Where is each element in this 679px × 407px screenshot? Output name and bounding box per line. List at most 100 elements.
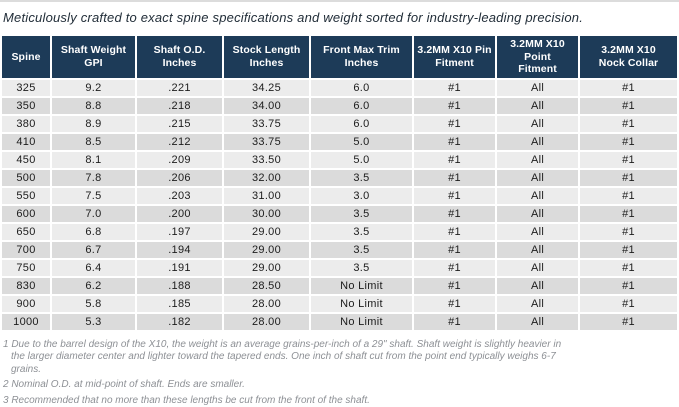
spec-cell: All (497, 133, 578, 150)
spec-cell: 6.4 (52, 259, 135, 276)
spec-cell: #1 (414, 223, 495, 240)
spec-cell: #1 (414, 133, 495, 150)
spec-cell: .185 (137, 295, 222, 312)
table-row: 450 8.1.209 33.50 5.0 #1 All #1 (2, 151, 677, 168)
footnote-3: 3 Recommended that no more than these le… (3, 394, 370, 406)
spec-cell: 6.0 (311, 97, 412, 114)
spec-cell: #1 (414, 151, 495, 168)
spine-cell: 380 (2, 115, 50, 132)
spec-cell: 31.00 (224, 187, 309, 204)
spec-cell: .200 (137, 205, 222, 222)
spec-cell: 6.8 (52, 223, 135, 240)
spec-cell: #1 (414, 79, 495, 96)
spec-cell: #1 (414, 259, 495, 276)
spine-cell: 350 (2, 97, 50, 114)
spine-cell: 410 (2, 133, 50, 150)
spec-cell: All (497, 241, 578, 258)
spec-cell: #1 (580, 97, 677, 114)
spec-cell: .182 (137, 313, 222, 330)
spec-cell: All (497, 277, 578, 294)
spine-cell: 830 (2, 277, 50, 294)
spec-table-body: 325 9.2.221 34.25 6.0 #1 All #1 350 8.8.218 34.00… (2, 79, 677, 330)
spec-cell: No Limit (311, 295, 412, 312)
col-header-label: Fitment (518, 63, 557, 75)
spec-cell: #1 (414, 241, 495, 258)
col-header-label: 3.2MM X10 Pin (417, 44, 492, 57)
table-row: 830 6.2.188 28.50 No Limit #1 All #1 (2, 277, 677, 294)
spec-cell: #1 (414, 313, 495, 330)
spec-cell: 5.0 (311, 151, 412, 168)
spec-cell: 33.50 (224, 151, 309, 168)
footnotes: 1 Due to the barrel design of the X10, t… (3, 339, 565, 407)
col-header-front-max-trim: Front Max Trim Inches (311, 36, 412, 78)
spec-cell: All (497, 97, 578, 114)
spec-cell: All (497, 313, 578, 330)
spec-cell: 34.00 (224, 97, 309, 114)
spec-cell: 9.2 (52, 79, 135, 96)
header-row: Spine Shaft Weight GPI Shaft O.D. Inches… (2, 36, 677, 78)
table-row: 600 7.0.200 30.00 3.5 #1 All #1 (2, 205, 677, 222)
table-row: 1000 5.3.182 28.00 No Limit #1 All #1 (2, 313, 677, 330)
spec-cell: .218 (137, 97, 222, 114)
spec-cell: 5.8 (52, 295, 135, 312)
spec-cell: .194 (137, 241, 222, 258)
col-header-stock-length: Stock Length Inches (224, 36, 309, 78)
spec-table-header: Spine Shaft Weight GPI Shaft O.D. Inches… (2, 36, 677, 78)
spec-cell: 3.5 (311, 241, 412, 258)
spec-cell: .188 (137, 277, 222, 294)
spec-table: Spine Shaft Weight GPI Shaft O.D. Inches… (0, 34, 679, 332)
col-header-shaft-weight: Shaft Weight GPI (52, 36, 135, 78)
spec-cell: #1 (580, 313, 677, 330)
spec-cell: All (497, 259, 578, 276)
col-header-label: Front Max Trim (323, 44, 400, 57)
spec-cell: All (497, 115, 578, 132)
spec-cell: 3.0 (311, 187, 412, 204)
table-row: 700 6.7.194 29.00 3.5 #1 All #1 (2, 241, 677, 258)
spec-cell: .191 (137, 259, 222, 276)
col-header-label: Shaft Weight (60, 44, 127, 57)
spec-cell: #1 (580, 205, 677, 222)
spec-cell: 29.00 (224, 259, 309, 276)
table-row: 410 8.5.212 33.75 5.0 #1 All #1 (2, 133, 677, 150)
col-header-nock-collar: 3.2MM X10 Nock Collar (580, 36, 677, 78)
table-row: 380 8.9.215 33.75 6.0 #1 All #1 (2, 115, 677, 132)
spec-cell: #1 (414, 205, 495, 222)
spec-cell: .221 (137, 79, 222, 96)
col-header-label: Fitment (435, 56, 474, 69)
col-header-label: Nock Collar (598, 56, 659, 69)
spec-cell: All (497, 205, 578, 222)
table-row: 550 7.5.203 31.00 3.0 #1 All #1 (2, 187, 677, 204)
col-header-label: 3.2MM X10 Point (510, 38, 565, 63)
spec-cell: #1 (580, 187, 677, 204)
spine-cell: 450 (2, 151, 50, 168)
spec-cell: 28.00 (224, 295, 309, 312)
col-header-label: 3.2MM X10 (601, 44, 656, 57)
col-header-label: Inches (344, 56, 379, 69)
spec-cell: #1 (580, 295, 677, 312)
spec-cell: 30.00 (224, 205, 309, 222)
spec-cell: All (497, 223, 578, 240)
col-header-label: Inches (162, 56, 197, 69)
spec-cell: No Limit (311, 277, 412, 294)
tagline: Meticulously crafted to exact spine spec… (3, 10, 584, 25)
spec-cell: 28.00 (224, 313, 309, 330)
table-row: 325 9.2.221 34.25 6.0 #1 All #1 (2, 79, 677, 96)
table-row: 350 8.8.218 34.00 6.0 #1 All #1 (2, 97, 677, 114)
spine-cell: 900 (2, 295, 50, 312)
spec-cell: 8.8 (52, 97, 135, 114)
spec-cell: 33.75 (224, 133, 309, 150)
spec-cell: 34.25 (224, 79, 309, 96)
spine-cell: 600 (2, 205, 50, 222)
spec-cell: #1 (414, 115, 495, 132)
col-header-label: Shaft O.D. (153, 44, 206, 57)
spec-cell: 7.8 (52, 169, 135, 186)
spec-cell: #1 (580, 133, 677, 150)
spec-cell: #1 (414, 97, 495, 114)
spine-cell: 650 (2, 223, 50, 240)
spec-cell: #1 (414, 295, 495, 312)
spec-cell: All (497, 295, 578, 312)
col-header-point-fitment: 3.2MM X10 Point Fitment (497, 36, 578, 78)
spec-cell: No Limit (311, 313, 412, 330)
spine-cell: 1000 (2, 313, 50, 330)
spec-cell: 8.1 (52, 151, 135, 168)
